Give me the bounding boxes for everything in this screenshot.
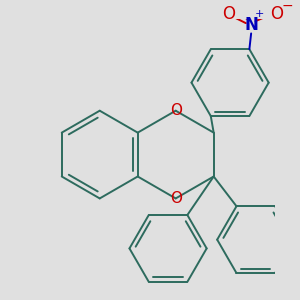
Text: +: + [255,9,265,19]
Text: N: N [244,16,258,34]
Text: O: O [170,103,182,118]
Text: −: − [281,0,293,12]
Text: O: O [270,5,283,23]
Text: O: O [222,5,235,23]
Text: O: O [170,191,182,206]
